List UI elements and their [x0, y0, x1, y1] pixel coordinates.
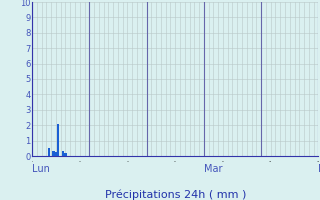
Bar [62, 151, 64, 156]
Text: Lun: Lun [32, 164, 50, 174]
Bar [64, 153, 67, 156]
Text: Précipitations 24h ( mm ): Précipitations 24h ( mm ) [105, 190, 246, 200]
Bar [47, 148, 50, 156]
Bar [57, 124, 60, 156]
Bar [52, 151, 55, 156]
Text: Mar: Mar [204, 164, 222, 174]
Text: M: M [318, 164, 320, 174]
Bar [55, 152, 57, 156]
